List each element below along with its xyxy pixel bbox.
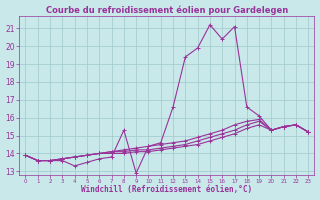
- Title: Courbe du refroidissement éolien pour Gardelegen: Courbe du refroidissement éolien pour Ga…: [46, 6, 288, 15]
- X-axis label: Windchill (Refroidissement éolien,°C): Windchill (Refroidissement éolien,°C): [81, 185, 252, 194]
